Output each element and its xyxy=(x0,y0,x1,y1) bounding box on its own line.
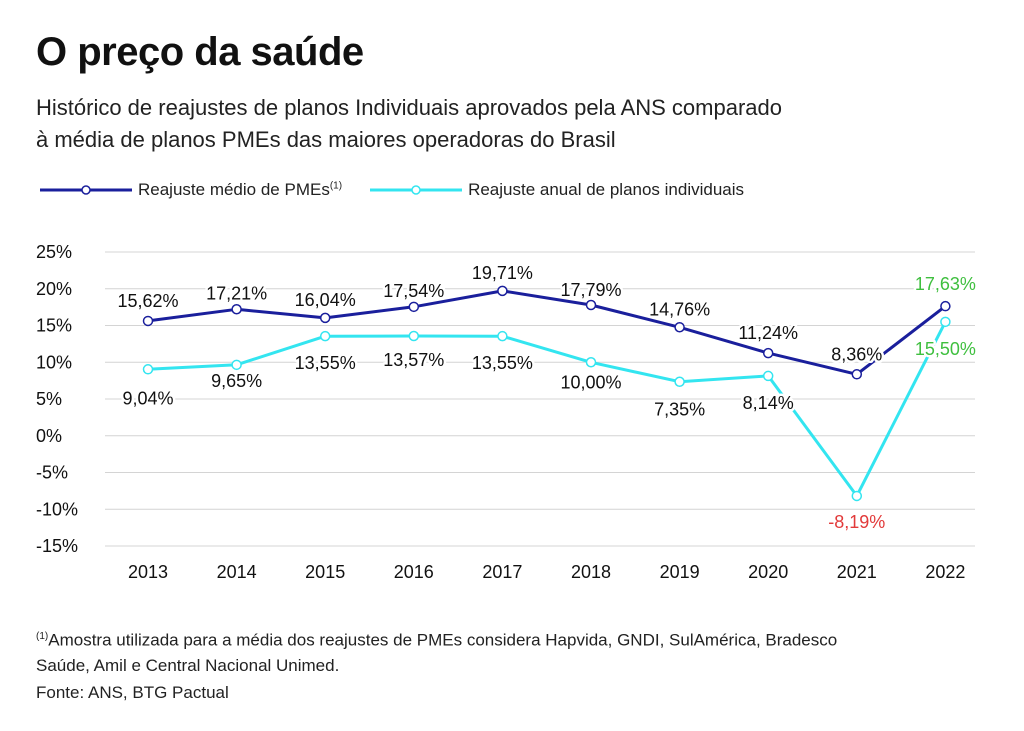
data-point-pme xyxy=(851,369,863,380)
y-tick-label: 20% xyxy=(36,279,72,299)
data-label-individual: 7,35% xyxy=(654,400,705,420)
y-tick-label: 0% xyxy=(36,426,62,446)
subtitle-line-2: à média de planos PMEs das maiores opera… xyxy=(36,127,616,152)
data-point-individual xyxy=(142,364,154,375)
x-tick-label: 2017 xyxy=(482,562,522,582)
y-tick-label: 5% xyxy=(36,389,62,409)
data-point-individual xyxy=(940,316,951,328)
chart-title: O preço da saúde xyxy=(36,30,364,74)
legend-item-pme: Reajuste médio de PMEs(1) xyxy=(40,180,342,200)
footnote: (1)Amostra utilizada para a média dos re… xyxy=(36,624,936,678)
legend-footnote-marker: (1) xyxy=(329,180,343,192)
footnote-line-1: (1)Amostra utilizada para a média dos re… xyxy=(36,630,838,650)
data-label-pme: 8,36% xyxy=(831,344,882,364)
x-tick-label: 2015 xyxy=(305,562,345,582)
data-label-individual: 9,04% xyxy=(122,388,173,408)
data-label-pme: 15,62% xyxy=(117,291,178,311)
x-tick-label: 2021 xyxy=(837,562,877,582)
data-label-individual: 13,57% xyxy=(383,350,444,370)
data-label-pme: 17,79% xyxy=(560,280,621,300)
line-chart: 25% 20% 15% 10% 5% 0% -5% -10% -15% 2013 2014 2015 2… xyxy=(36,242,978,582)
data-label-pme: 19,71% xyxy=(472,263,533,283)
series-line-pme xyxy=(147,289,947,376)
y-tick-label: 15% xyxy=(36,316,72,336)
x-tick-label: 2016 xyxy=(394,562,434,582)
y-tick-label: 25% xyxy=(36,242,72,262)
data-label-pme: 16,04% xyxy=(295,290,356,310)
data-point-individual xyxy=(231,359,242,371)
legend-swatch-pme xyxy=(40,185,132,195)
data-point-individual xyxy=(762,370,774,382)
data-point-pme xyxy=(940,300,951,312)
data-label-individual: 15,50% xyxy=(915,339,976,359)
data-label-individual: 9,65% xyxy=(211,371,262,391)
data-point-pme xyxy=(674,322,685,333)
data-point-pme xyxy=(231,304,242,315)
data-label-pme: 14,76% xyxy=(649,299,710,319)
data-point-individual xyxy=(408,330,420,342)
x-tick-label: 2022 xyxy=(925,562,965,582)
data-point-pme xyxy=(408,301,420,313)
data-label-pme: 11,24% xyxy=(738,323,798,343)
data-label-individual: 13,55% xyxy=(295,353,356,373)
data-point-pme xyxy=(497,285,508,297)
x-tick-label: 2013 xyxy=(128,562,168,582)
data-point-pme xyxy=(585,299,597,311)
x-tick-label: 2014 xyxy=(217,562,257,582)
data-label-individual: 8,14% xyxy=(743,393,794,413)
x-tick-label: 2020 xyxy=(748,562,788,582)
data-label-pme: 17,54% xyxy=(383,281,444,301)
data-label-pme: 17,21% xyxy=(206,283,267,303)
data-label-individual: 10,00% xyxy=(560,372,621,392)
y-tick-label: 10% xyxy=(36,352,72,372)
data-point-pme xyxy=(762,347,774,359)
legend-label-pme: Reajuste médio de PMEs(1) xyxy=(138,180,343,199)
data-point-individual xyxy=(319,330,331,342)
x-tick-label: 2018 xyxy=(571,562,611,582)
data-point-individual xyxy=(674,376,685,387)
chart-subtitle: Histórico de reajustes de planos Individ… xyxy=(36,92,936,156)
legend-label-individual: Reajuste anual de planos individuais xyxy=(468,180,745,199)
legend-item-individual: Reajuste anual de planos individuais xyxy=(370,180,744,200)
series-line-individual xyxy=(147,321,947,498)
legend: Reajuste médio de PMEs(1) Reajuste anual… xyxy=(40,178,772,202)
data-point-individual xyxy=(497,330,508,342)
y-tick-label: -10% xyxy=(36,499,78,519)
data-label-pme: 17,63% xyxy=(915,274,976,294)
data-point-individual xyxy=(851,490,863,502)
footnote-line-2: Saúde, Amil e Central Nacional Unimed. xyxy=(36,655,340,675)
legend-swatch-individual xyxy=(370,185,463,195)
footnote-marker: (1) xyxy=(36,631,49,642)
data-point-pme xyxy=(319,312,331,324)
subtitle-line-1: Histórico de reajustes de planos Individ… xyxy=(36,95,782,120)
data-label-individual: 13,55% xyxy=(472,353,533,373)
source-note: Fonte: ANS, BTG Pactual xyxy=(36,683,229,702)
data-point-individual xyxy=(585,357,597,368)
data-point-pme xyxy=(142,315,154,327)
y-tick-label: -15% xyxy=(36,536,78,556)
data-label-individual: -8,19% xyxy=(828,512,885,532)
x-tick-label: 2019 xyxy=(660,562,700,582)
y-tick-label: -5% xyxy=(36,463,68,483)
